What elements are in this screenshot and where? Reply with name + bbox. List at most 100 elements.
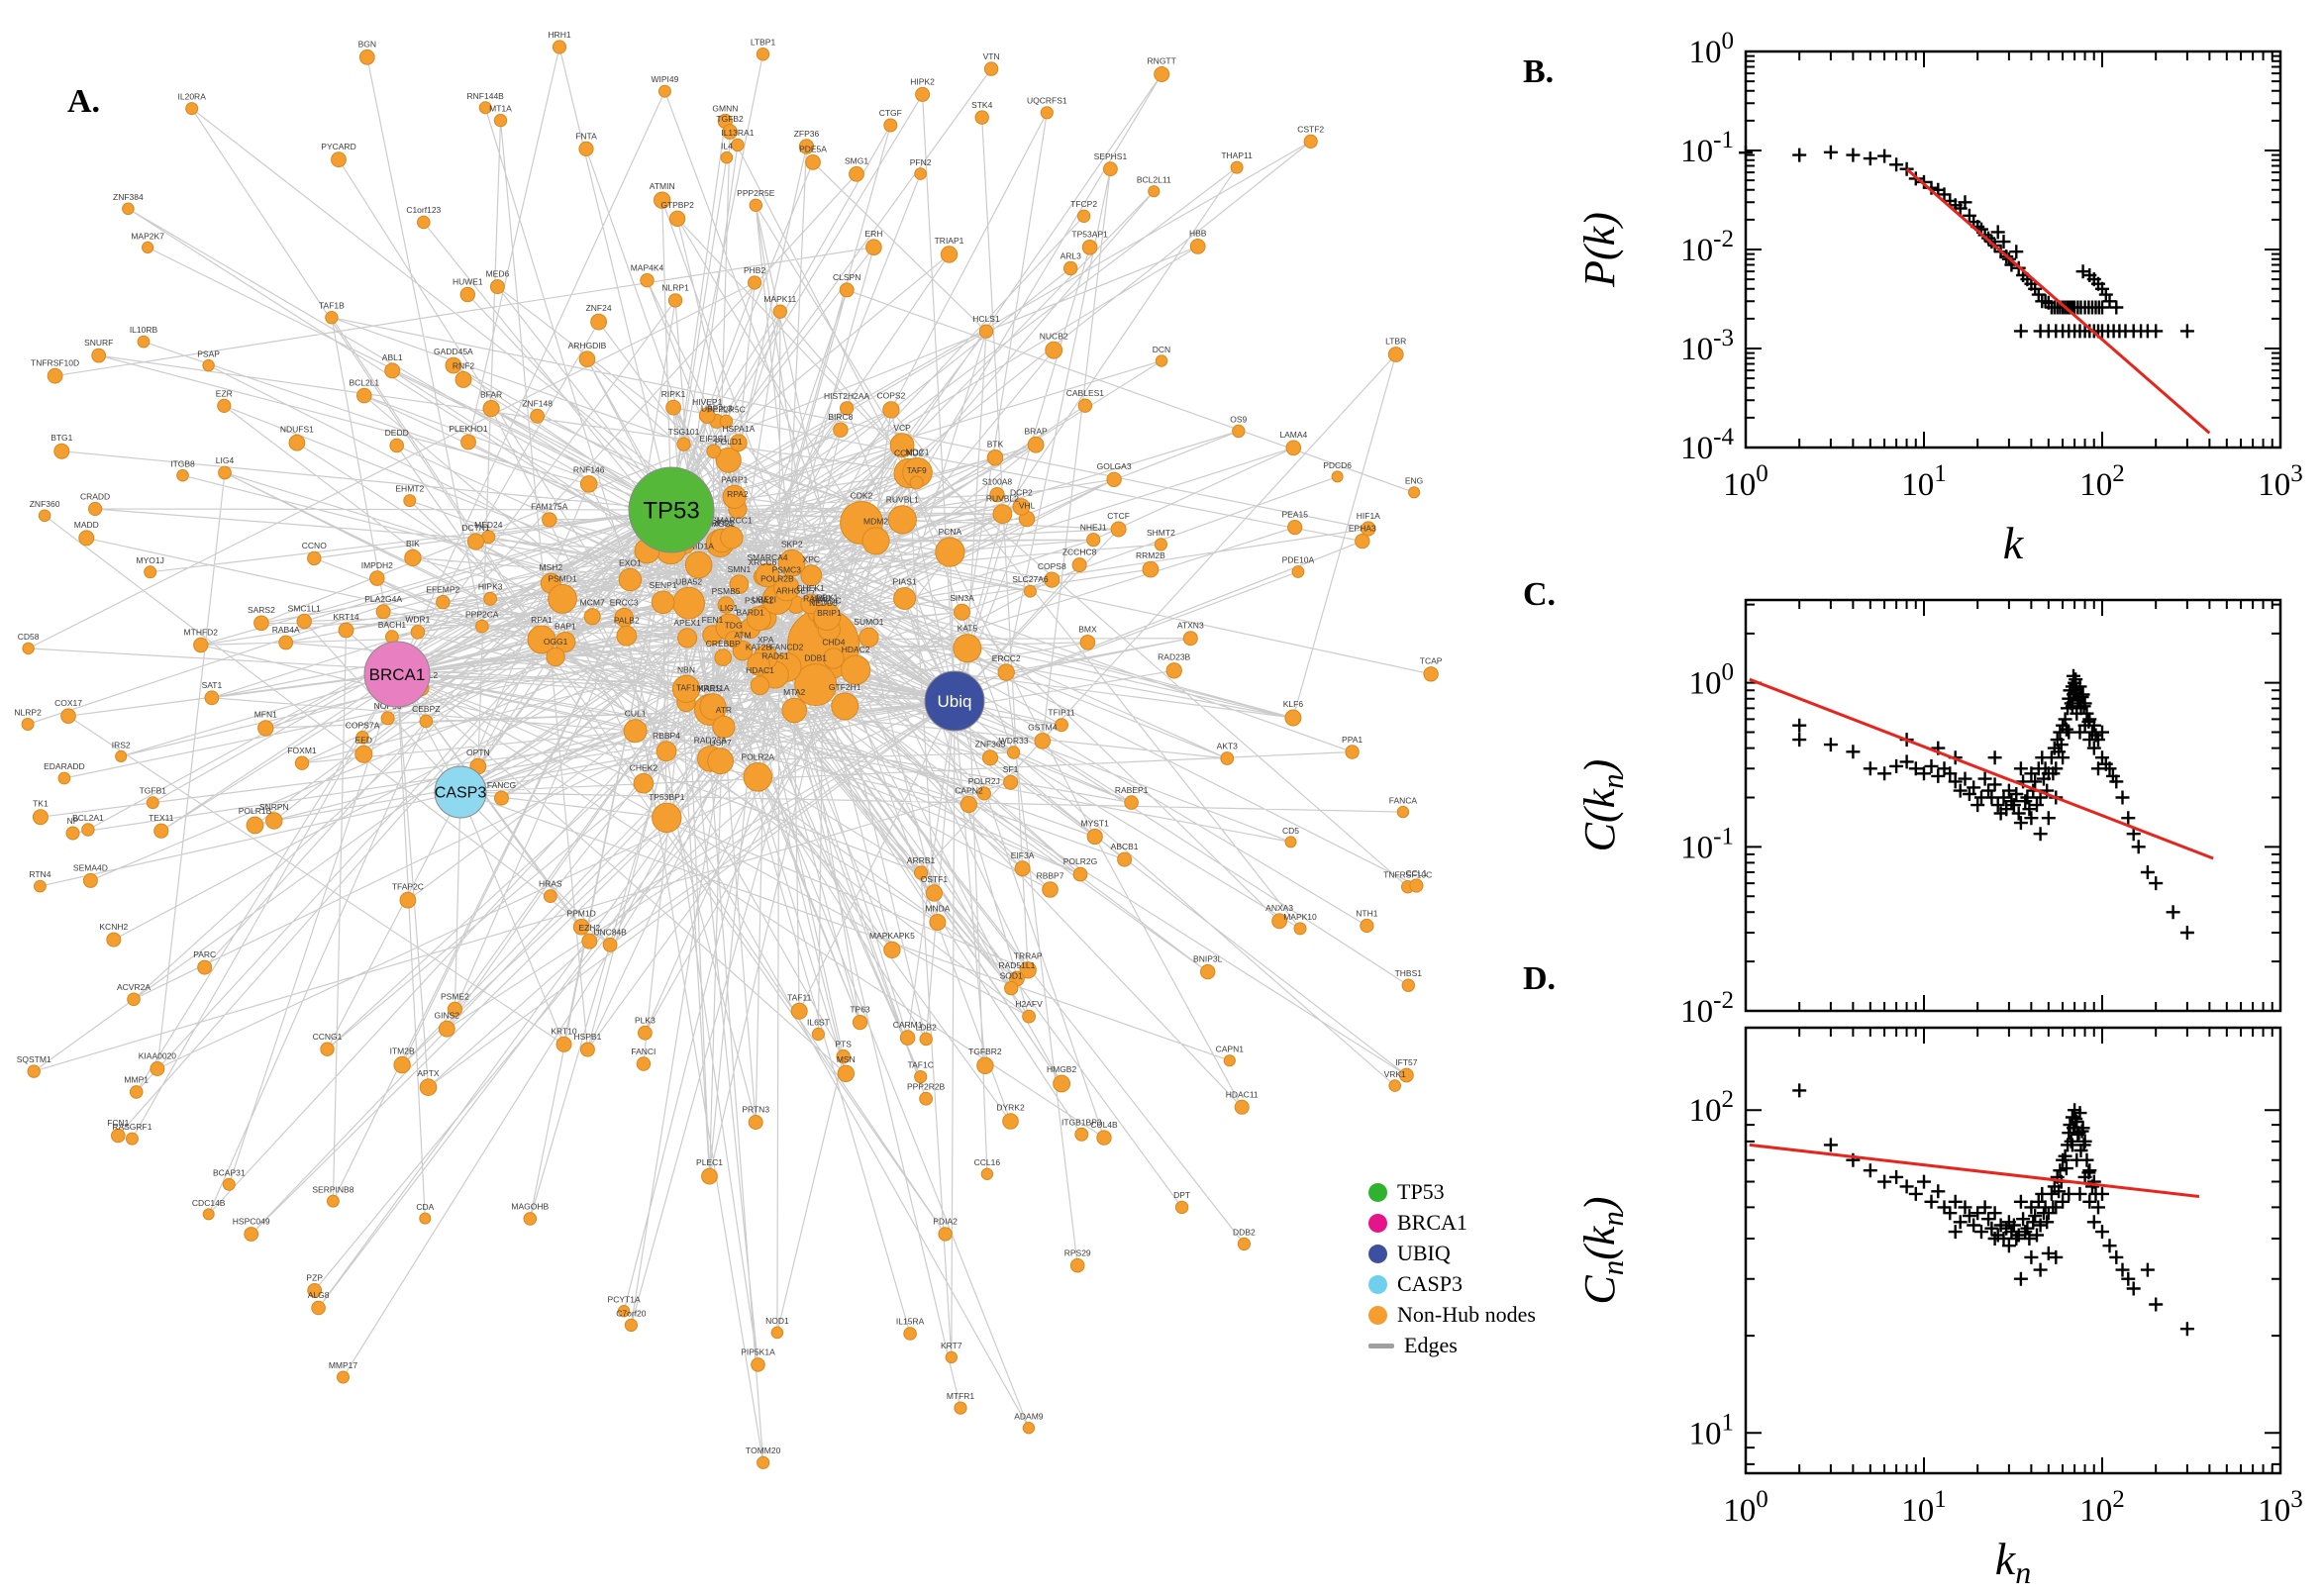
network-node-label: COPS7A <box>346 721 380 731</box>
network-node-label: HDAC2 <box>842 645 870 654</box>
network-node <box>668 210 686 228</box>
network-node-label: KIAA0020 <box>139 1051 177 1061</box>
network-node <box>393 1055 411 1074</box>
network-node <box>1234 1099 1250 1115</box>
network-node <box>1291 565 1305 578</box>
network-node <box>202 358 215 372</box>
network-node <box>34 879 47 893</box>
network-node-label: MYO1J <box>137 555 164 565</box>
network-node <box>1077 398 1093 413</box>
network-node <box>840 401 855 416</box>
network-node-label: FCN1 <box>107 1118 129 1128</box>
legend-label: BRCA1 <box>1397 1210 1467 1235</box>
hub-node-label: Ubiq <box>938 692 972 711</box>
network-node-label: STK4 <box>971 100 993 110</box>
network-node-label: NOD1 <box>765 1316 789 1326</box>
network-node <box>1200 963 1216 980</box>
network-node <box>893 587 917 610</box>
legend-label: Edges <box>1404 1333 1458 1357</box>
network-node-label: ARRB1 <box>907 855 936 865</box>
network-node-label: RBBP4 <box>653 731 680 741</box>
network-node-label: WDR1 <box>405 615 430 625</box>
network-node-label: CCNG1 <box>313 1032 343 1042</box>
network-node-label: RPA1 <box>531 615 553 625</box>
network-node <box>253 615 269 632</box>
network-node <box>1074 1127 1089 1142</box>
network-node-label: SLC27A6 <box>1012 574 1049 584</box>
chart-degree-distribution: 100 101 102 103 10-4 10-3 10-2 10-1 100 P(k) k <box>1563 28 2305 587</box>
network-node-label: ENG <box>1405 476 1423 486</box>
legend-swatch-casp3 <box>1368 1274 1387 1294</box>
network-node-label: PRKDC <box>812 595 842 605</box>
network-node-label: KAT5 <box>958 624 978 634</box>
network-node <box>654 191 671 209</box>
network-node-label: GTF2H1 <box>829 682 861 692</box>
network-node-label: NHEJ1 <box>1080 523 1107 533</box>
network-node-label: CCND2 <box>894 448 924 457</box>
network-node-label: FNTA <box>575 131 597 141</box>
network-node <box>419 1212 432 1225</box>
network-node-label: CHEK2 <box>630 762 658 772</box>
network-node <box>590 313 607 331</box>
network-node <box>1079 635 1096 650</box>
network-node-label: SIN3A <box>950 593 974 603</box>
network-node <box>389 438 405 453</box>
network-node-label: EPHA3 <box>1349 523 1376 533</box>
y-axis-title: P(k) <box>1575 212 1624 288</box>
network-node-label: RNF146 <box>573 465 605 475</box>
network-node <box>1284 836 1297 848</box>
network-node-label: CRADD <box>80 491 110 501</box>
network-node-label: ITGB1BP3 <box>1061 1117 1102 1127</box>
network-node-label: CSTF2 <box>1297 124 1324 134</box>
network-node-label: NEDD8 <box>809 598 838 608</box>
network-node-label: AKT3 <box>1217 742 1239 751</box>
network-node-label: BAP1 <box>555 621 576 631</box>
axis-ticks <box>1745 1028 2281 1473</box>
network-node-label: UNC84B <box>593 927 627 937</box>
network-node <box>1086 533 1101 548</box>
network-node <box>748 275 762 290</box>
network-node-label: PSMD1 <box>548 573 577 583</box>
network-node-label: MTFR1 <box>947 1391 975 1401</box>
network-node <box>720 526 744 549</box>
network-node <box>1004 980 1019 996</box>
network-node <box>32 809 49 826</box>
network-node-label: PLEC1 <box>696 1157 723 1167</box>
network-node <box>731 138 745 152</box>
network-node <box>578 141 594 156</box>
network-node-label: RAD51L1 <box>998 960 1035 970</box>
network-node <box>1303 134 1318 149</box>
network-node <box>976 1056 994 1075</box>
network-node-label: CDK2 <box>851 491 873 501</box>
network-node-label: XPC <box>803 554 820 564</box>
network-node <box>1040 106 1054 120</box>
network-node <box>327 1194 340 1208</box>
network-node-label: TGFB1 <box>140 786 167 796</box>
chart-svg-D: 100 101 102 103 101 102 Cn(kn) kn <box>1575 1026 2303 1590</box>
network-node-label: RABEP1 <box>1115 785 1149 795</box>
network-node <box>38 509 51 523</box>
x-tick-label: 101 <box>1901 1486 1947 1529</box>
network-node <box>743 762 773 792</box>
network-node <box>823 648 845 669</box>
network-node-label: ARID1A <box>683 541 714 550</box>
hub-node-brca1 <box>363 641 431 708</box>
network-node-label: TRIAP1 <box>935 236 964 246</box>
y-tick-label: 10-1 <box>1680 127 1734 169</box>
network-node <box>1106 471 1122 487</box>
network-node-label: HRAS <box>539 879 562 889</box>
network-node <box>218 465 232 480</box>
network-node <box>21 718 35 731</box>
network-node <box>800 593 821 615</box>
network-node-label: MED24 <box>474 520 503 530</box>
network-node <box>798 139 815 154</box>
network-node <box>889 433 915 458</box>
network-node-label: TOMM20 <box>746 1446 781 1455</box>
network-node-label: TGFB2 <box>716 114 744 124</box>
network-node <box>989 487 1005 503</box>
network-node <box>672 586 705 620</box>
network-node-label: PARC <box>193 949 216 959</box>
network-node <box>915 86 931 102</box>
network-node-label: TAF9 <box>907 465 927 475</box>
network-node-label: RUVBL2 <box>986 494 1019 504</box>
